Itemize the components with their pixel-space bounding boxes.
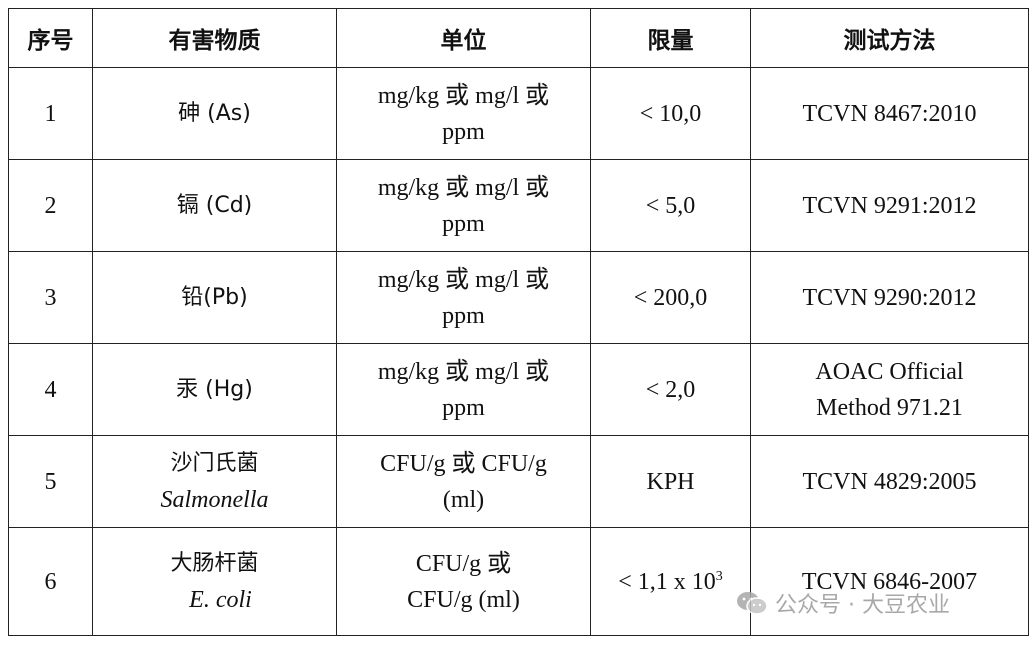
row-substance: 沙门氏菌 Salmonella — [92, 435, 337, 528]
table-row: 4 汞 (Hg) mg/kg 或 mg/l 或 ppm < 2,0 AOAC Of… — [8, 343, 1029, 436]
unit-line-2: ppm — [442, 394, 485, 421]
table-row: 5 沙门氏菌 Salmonella CFU/g 或 CFU/g (ml) KPH T… — [8, 435, 1029, 528]
table-header-row: 序号 有害物质 单位 限量 测试方法 — [8, 8, 1029, 68]
table-row: 2 镉 (Cd) mg/kg 或 mg/l 或 ppm < 5,0 TCVN 92… — [8, 159, 1029, 252]
unit-line-2: (ml) — [442, 486, 485, 513]
method-line-2: Method 971.21 — [816, 394, 963, 421]
header-substance: 有害物质 — [92, 8, 337, 68]
hazard-limits-table: 序号 有害物质 单位 限量 测试方法 1 砷 (As) mg/kg 或 mg/l… — [8, 8, 1029, 636]
row-limit: < 200,0 — [590, 251, 751, 344]
table-row: 1 砷 (As) mg/kg 或 mg/l 或 ppm < 10,0 TCVN 8… — [8, 67, 1029, 160]
row-method: TCVN 9290:2012 — [750, 251, 1029, 344]
substance-name: 铅(Pb) — [181, 285, 248, 310]
row-limit: < 2,0 — [590, 343, 751, 436]
substance-latin-name: E. coli — [189, 587, 252, 613]
row-no: 1 — [8, 67, 93, 160]
row-substance: 砷 (As) — [92, 67, 337, 160]
row-no: 6 — [8, 527, 93, 636]
unit-line-1: mg/kg 或 mg/l 或 — [377, 266, 550, 293]
unit-line-1: CFU/g 或 — [415, 550, 512, 577]
row-limit: < 10,0 — [590, 67, 751, 160]
row-method: AOAC Official Method 971.21 — [750, 343, 1029, 436]
row-unit: mg/kg 或 mg/l 或 ppm — [336, 343, 591, 436]
row-substance: 铅(Pb) — [92, 251, 337, 344]
row-limit: KPH — [590, 435, 751, 528]
unit-line-1: mg/kg 或 mg/l 或 — [377, 358, 550, 385]
row-no: 3 — [8, 251, 93, 344]
row-no: 4 — [8, 343, 93, 436]
substance-name: 汞 (Hg) — [176, 377, 253, 402]
substance-name: 砷 (As) — [178, 101, 251, 126]
substance-name: 沙门氏菌 — [170, 451, 259, 476]
row-limit: < 1,1 x 103 — [590, 527, 751, 636]
method-line-1: AOAC Official — [815, 358, 964, 385]
unit-line-1: CFU/g 或 CFU/g — [380, 450, 547, 477]
unit-line-2: ppm — [442, 118, 485, 145]
row-method: TCVN 6846-2007 — [750, 527, 1029, 636]
row-substance: 汞 (Hg) — [92, 343, 337, 436]
row-method: TCVN 9291:2012 — [750, 159, 1029, 252]
row-limit: < 5,0 — [590, 159, 751, 252]
header-limit: 限量 — [590, 8, 751, 68]
row-unit: mg/kg 或 mg/l 或 ppm — [336, 159, 591, 252]
row-method: TCVN 8467:2010 — [750, 67, 1029, 160]
row-substance: 镉 (Cd) — [92, 159, 337, 252]
unit-line-1: mg/kg 或 mg/l 或 — [377, 174, 550, 201]
limit-exponent: 3 — [715, 568, 723, 584]
unit-line-2: CFU/g (ml) — [407, 586, 520, 613]
unit-line-1: mg/kg 或 mg/l 或 — [377, 82, 550, 109]
unit-line-2: ppm — [442, 302, 485, 329]
limit-value: < 1,1 x 10 — [618, 568, 716, 595]
header-no: 序号 — [8, 8, 93, 68]
substance-name: 大肠杆菌 — [170, 551, 259, 576]
watermark: 公众号 · 大豆农业 — [735, 587, 950, 619]
wechat-icon — [737, 592, 768, 615]
table-row: 6 大肠杆菌 E. coli CFU/g 或 CFU/g (ml) < 1,1 x … — [8, 527, 1029, 636]
row-unit: mg/kg 或 mg/l 或 ppm — [336, 67, 591, 160]
substance-latin-name: Salmonella — [160, 487, 269, 513]
unit-line-2: ppm — [442, 210, 485, 237]
row-no: 2 — [8, 159, 93, 252]
row-unit: CFU/g 或 CFU/g (ml) — [336, 435, 591, 528]
header-unit: 单位 — [336, 8, 591, 68]
substance-name: 镉 (Cd) — [176, 193, 253, 218]
header-method: 测试方法 — [750, 8, 1029, 68]
row-unit: CFU/g 或 CFU/g (ml) — [336, 527, 591, 636]
row-no: 5 — [8, 435, 93, 528]
table-row: 3 铅(Pb) mg/kg 或 mg/l 或 ppm < 200,0 TCVN 9… — [8, 251, 1029, 344]
watermark-text: 公众号 · 大豆农业 — [775, 593, 950, 618]
row-method: TCVN 4829:2005 — [750, 435, 1029, 528]
row-substance: 大肠杆菌 E. coli — [92, 527, 337, 636]
row-unit: mg/kg 或 mg/l 或 ppm — [336, 251, 591, 344]
